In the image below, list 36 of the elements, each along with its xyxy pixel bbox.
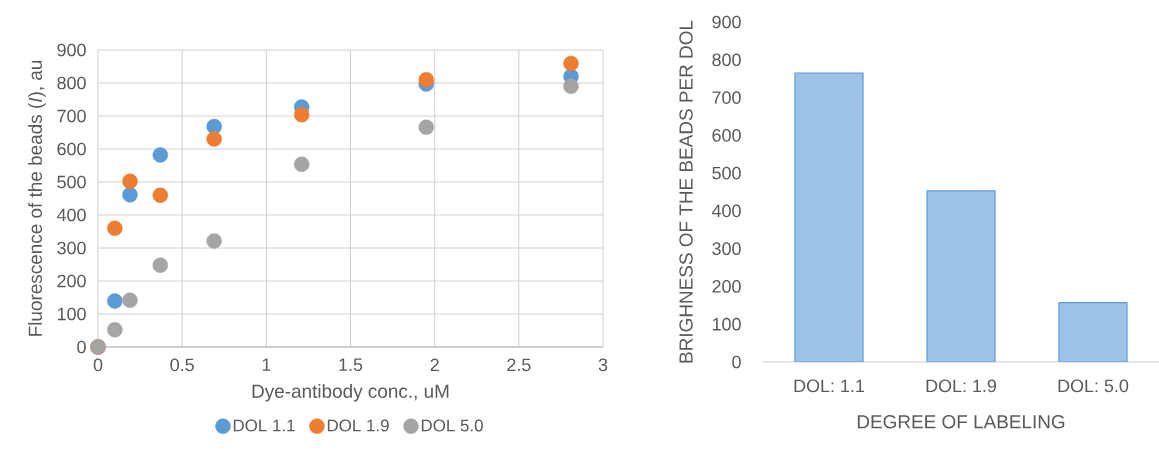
x-tick-label: 3	[598, 358, 608, 372]
y-tick-label: 600	[57, 142, 86, 156]
x-tick-label: 2	[430, 358, 439, 372]
y-tick-label: 700	[712, 91, 741, 104]
x-tick-label: DOL: 5.0	[1058, 379, 1129, 393]
x-tick-label: 1	[262, 358, 271, 371]
x-axis-title: DEGREE OF LABELING	[857, 415, 1065, 429]
y-tick-label: 300	[712, 242, 741, 255]
x-tick-label: 0	[93, 358, 103, 372]
y-tick-label: 300	[57, 241, 86, 255]
y-axis-title: Fluorescence of the beads (I), au	[28, 60, 46, 336]
y-tick-label: 400	[56, 208, 86, 222]
y-tick-label: 200	[712, 280, 741, 293]
x-tick-label: 1.5	[339, 358, 363, 372]
y-tick-label: 100	[712, 317, 741, 331]
x-tick-label: DOL: 1.1	[794, 379, 864, 393]
y-tick-label: 500	[57, 175, 86, 189]
y-tick-label: 800	[712, 53, 741, 67]
y-tick-label: 900	[57, 43, 86, 57]
x-axis-title: Dye-antibody conc., uM	[252, 384, 449, 402]
y-tick-label: 400	[711, 204, 741, 218]
y-tick-label: 900	[712, 15, 741, 29]
x-tick-label: DOL: 1.9	[926, 379, 997, 393]
legend-label: DOL 5.0	[421, 419, 483, 432]
legend-label: DOL 1.1	[233, 419, 295, 432]
y-tick-label: 800	[57, 76, 86, 90]
y-tick-label: 500	[712, 166, 741, 180]
x-tick-label: 0.5	[170, 358, 194, 372]
y-axis-title: BRIGHNESS OF THE BEADS PER DOL	[679, 20, 693, 363]
x-tick-label: 2.5	[507, 358, 531, 372]
y-tick-label: 200	[57, 274, 86, 288]
y-tick-label: 700	[57, 109, 86, 123]
y-tick-label: 600	[712, 128, 741, 142]
y-tick-label: 100	[57, 307, 86, 321]
legend-label: DOL 1.9	[327, 419, 389, 432]
y-tick-label: 0	[77, 340, 86, 354]
